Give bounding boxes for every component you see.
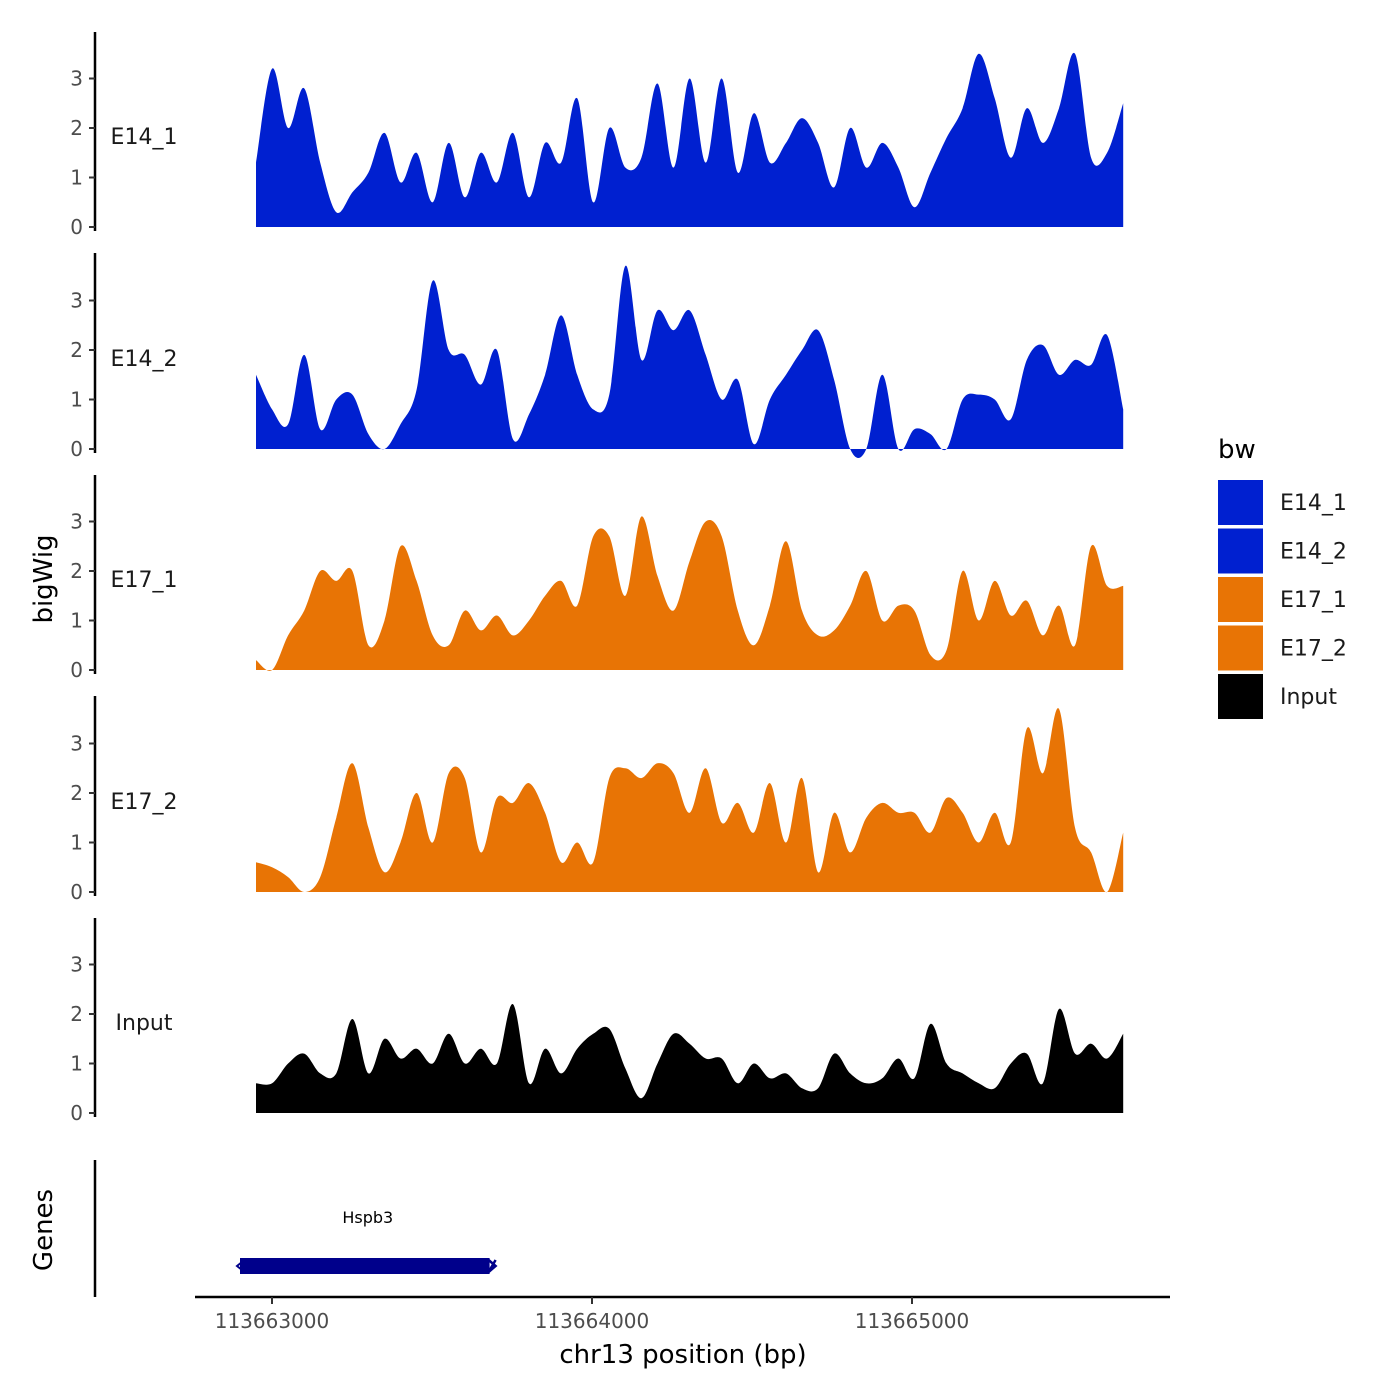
y-tick-label: 2 [70, 781, 83, 805]
y-tick-label: 0 [70, 215, 83, 239]
x-axis: 113663000 113664000 113665000 [195, 1295, 1170, 1333]
gene-panel: Hspb3 [93, 1160, 498, 1297]
track-e17-1: 0 1 2 3 E17_1 [70, 475, 1124, 682]
legend-label-e14-1: E14_1 [1280, 491, 1347, 516]
track-e14-2: 0 1 2 3 E14_2 [70, 253, 1124, 461]
y-tick-label: 3 [70, 289, 83, 313]
gene-hspb3: Hspb3 [235, 1208, 498, 1274]
y-tick-label: 3 [70, 732, 83, 756]
track-label: E14_2 [111, 347, 178, 372]
gene-strand-marker [487, 1259, 498, 1273]
legend-label-e14-2: E14_2 [1280, 540, 1347, 565]
legend-key-e17-2 [1218, 625, 1263, 671]
y-tick-label: 3 [70, 510, 83, 534]
area-e17-2 [256, 708, 1124, 893]
track-input: 0 1 2 3 Input [70, 918, 1124, 1125]
x-tick-label: 113664000 [535, 1309, 650, 1333]
x-tick-label: 113665000 [855, 1309, 970, 1333]
legend: bw E14_1 E14_2 E17_1 E17_2 Input [1218, 435, 1347, 719]
genes-panel-title: Genes [29, 1189, 59, 1271]
legend-key-e17-1 [1218, 577, 1263, 622]
track-label: E17_1 [111, 568, 178, 593]
y-tick-label: 0 [70, 1101, 83, 1125]
legend-label-e17-2: E17_2 [1280, 637, 1347, 662]
x-tick-label: 113663000 [215, 1309, 330, 1333]
area-e14-1 [256, 52, 1124, 227]
y-tick-label: 0 [70, 437, 83, 461]
legend-key-e14-1 [1218, 480, 1263, 525]
y-tick-label: 0 [70, 658, 83, 682]
y-tick-label: 1 [70, 1052, 83, 1076]
area-e17-1 [256, 516, 1124, 671]
tracks-layer: 0 1 2 3 E14_1 0 1 2 3 E14_2 0 1 2 3 E17_1 0 1 2 3 E17_2 0 1 2 3… [70, 32, 1124, 1125]
y-tick-label: 2 [70, 1002, 83, 1026]
y-tick-label: 2 [70, 559, 83, 583]
y-tick-label: 1 [70, 166, 83, 190]
legend-key-e14-2 [1218, 528, 1263, 574]
y-tick-label: 2 [70, 338, 83, 362]
legend-title: bw [1218, 435, 1256, 465]
gene-body [240, 1258, 490, 1274]
legend-label-input: Input [1280, 685, 1337, 710]
legend-key-input [1218, 674, 1263, 719]
gene-start-marker [235, 1261, 243, 1271]
y-tick-label: 3 [70, 953, 83, 977]
track-label: Input [116, 1011, 173, 1036]
y-tick-label: 3 [70, 67, 83, 91]
y-tick-label: 1 [70, 388, 83, 412]
legend-label-e17-1: E17_1 [1280, 588, 1347, 613]
track-label: E17_2 [111, 790, 178, 815]
y-tick-label: 1 [70, 831, 83, 855]
track-label: E14_1 [111, 125, 178, 150]
gene-name-label: Hspb3 [342, 1208, 393, 1227]
y-tick-label: 2 [70, 116, 83, 140]
area-input [256, 1003, 1124, 1113]
y-tick-label: 1 [70, 609, 83, 633]
y-tick-label: 0 [70, 880, 83, 904]
area-e14-2 [256, 265, 1124, 459]
track-e14-1: 0 1 2 3 E14_1 [70, 32, 1124, 239]
x-axis-title: chr13 position (bp) [559, 1340, 806, 1370]
track-e17-2: 0 1 2 3 E17_2 [70, 696, 1124, 904]
y-axis-title: bigWig [29, 534, 59, 623]
